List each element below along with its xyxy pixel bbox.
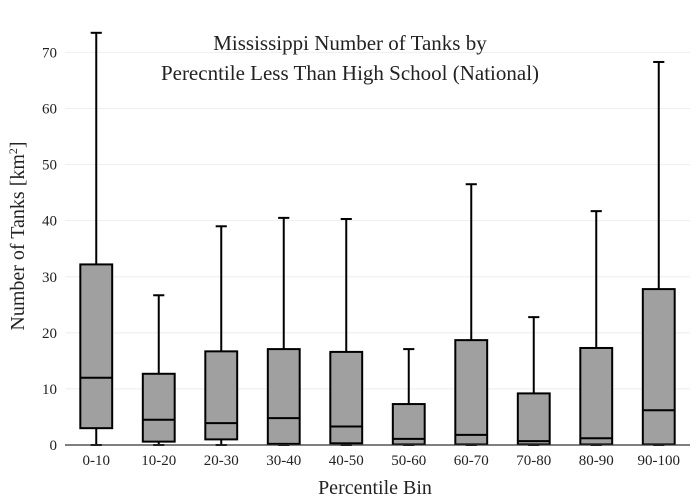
box-30-40 [266, 216, 301, 446]
box-iqr [454, 339, 489, 446]
box-iqr [266, 348, 301, 445]
box-iqr [516, 392, 551, 446]
y-axis-label-main: Number of Tanks [km [7, 154, 29, 331]
y-tick-label: 40 [42, 214, 57, 230]
chart-title-line-1: Mississippi Number of Tanks by [213, 31, 487, 55]
y-tick-label: 70 [42, 45, 57, 61]
box-iqr [204, 350, 239, 441]
x-axis-label: Percentile Bin [318, 477, 432, 499]
box-80-90 [579, 210, 614, 446]
box-50-60 [391, 348, 426, 446]
y-tick-label: 60 [42, 102, 57, 118]
y-tick-label: 20 [42, 326, 57, 342]
box-70-80 [516, 316, 551, 446]
box-0-10 [79, 31, 114, 446]
x-tick-label: 80-90 [579, 453, 614, 469]
x-tick-label: 70-80 [516, 453, 551, 469]
x-tick-label: 30-40 [266, 453, 301, 469]
x-tick-label: 40-50 [329, 453, 364, 469]
box-60-70 [454, 183, 489, 446]
box-series [79, 31, 676, 446]
box-iqr [141, 372, 176, 443]
chart-title-line-2: Perecntile Less Than High School (Nation… [161, 61, 539, 85]
x-tick-label: 50-60 [391, 453, 426, 469]
x-tick-label: 0-10 [83, 453, 111, 469]
box-20-30 [204, 225, 239, 446]
box-iqr [79, 263, 114, 430]
x-tick-labels: 0-10 10-20 20-30 30-40 40-50 50-60 60-70 70-80 8… [83, 453, 681, 469]
y-tick-label: 30 [42, 270, 57, 286]
box-iqr [391, 403, 426, 446]
x-tick-label: 10-20 [141, 453, 176, 469]
y-axis-label: Number of Tanks [km2] [6, 141, 29, 330]
box-10-20 [141, 294, 176, 446]
y-axis-label-superscript: 2 [6, 148, 20, 154]
y-tick-label: 50 [42, 158, 57, 174]
y-tick-label: 0 [50, 438, 58, 454]
y-axis-label-close: ] [7, 141, 29, 148]
box-iqr [641, 288, 676, 446]
box-iqr [329, 350, 364, 445]
y-tick-label: 10 [42, 382, 57, 398]
x-tick-label: 60-70 [454, 453, 489, 469]
x-tick-label: 20-30 [204, 453, 239, 469]
gridlines [65, 51, 690, 390]
x-tick-label: 90-100 [638, 453, 681, 469]
box-iqr [579, 346, 614, 446]
box-90-100 [641, 60, 676, 446]
y-tick-labels: 0 10 20 30 40 50 60 70 [42, 45, 57, 454]
box-40-50 [329, 217, 364, 446]
